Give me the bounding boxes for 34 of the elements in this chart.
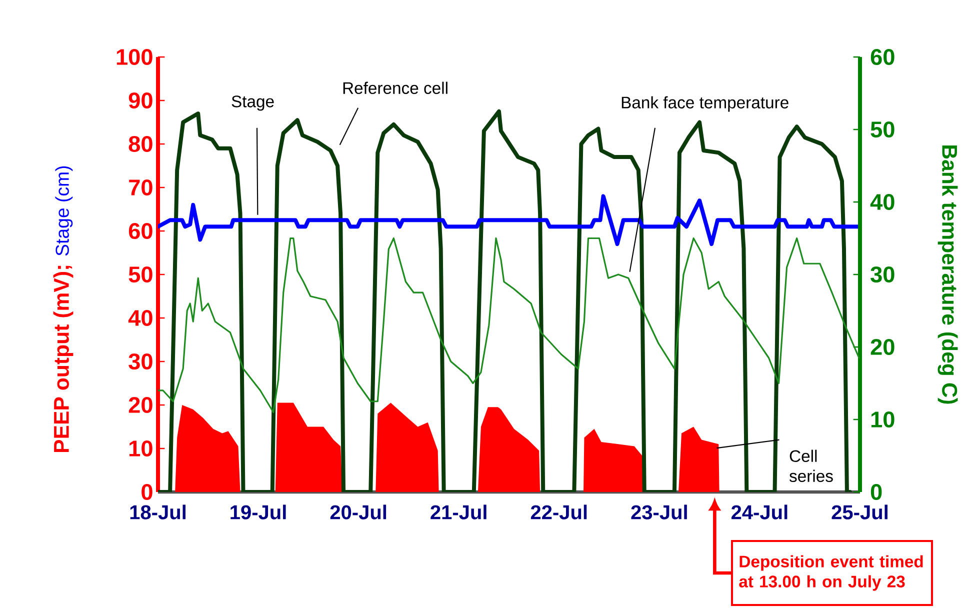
text: Cell series <box>789 450 833 482</box>
text: Stage (cm) <box>55 166 73 256</box>
x-tick-label: 24-Jul <box>731 504 788 520</box>
y2-axis-title: Bank temperature (deg C) <box>938 146 958 404</box>
y2-tick-label: 20 <box>870 338 894 356</box>
text: Stage <box>232 96 274 111</box>
text: Bank face temperature <box>622 96 788 112</box>
y2-tick-label: 10 <box>871 411 894 428</box>
y-tick-label: 40 <box>128 310 152 326</box>
x-tick-label: 19-Jul <box>230 504 286 520</box>
text: Deposition event timed at 13.00 h on July 23 <box>739 555 923 591</box>
y-tick-label: 0 <box>142 484 152 500</box>
y-tick-label: 50 <box>128 266 152 283</box>
y-tick-label: 90 <box>128 92 152 109</box>
y2-tick-label: 50 <box>870 121 894 138</box>
y2-tick-label: 60 <box>870 48 894 66</box>
x-tick-label: 25-Jul <box>832 504 888 520</box>
y-tick-label: 30 <box>128 353 152 370</box>
x-tick-label: 22-Jul <box>530 504 587 520</box>
y-tick-label: 80 <box>128 136 152 152</box>
y-tick-label: 20 <box>128 396 152 414</box>
y-axis-title: PEEP output (mV); <box>53 266 74 452</box>
y2-tick-label: 30 <box>870 266 894 283</box>
x-tick-label: 20-Jul <box>330 504 386 520</box>
x-tick-label: 18-Jul <box>130 504 186 520</box>
x-tick-label: 23-Jul <box>631 504 687 520</box>
y2-tick-label: 0 <box>870 484 882 500</box>
text: Reference cell <box>343 82 448 94</box>
y-tick-label: 70 <box>129 179 152 196</box>
x-tick-label: 21-Jul <box>430 504 486 520</box>
y-tick-label: 10 <box>130 440 152 457</box>
y-tick-label: 60 <box>128 222 152 240</box>
y-tick-label: 100 <box>116 48 152 66</box>
y2-tick-label: 40 <box>870 194 894 210</box>
